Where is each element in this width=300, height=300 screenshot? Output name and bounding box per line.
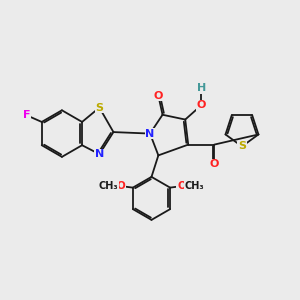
Text: S: S — [95, 103, 104, 112]
Text: CH₃: CH₃ — [99, 181, 118, 191]
Text: O: O — [154, 91, 163, 101]
Text: N: N — [95, 149, 104, 159]
Text: O: O — [177, 181, 186, 191]
Text: H: H — [197, 83, 206, 93]
Text: N: N — [146, 129, 154, 139]
Text: O: O — [117, 181, 125, 191]
Text: CH₃: CH₃ — [184, 181, 204, 191]
Text: O: O — [197, 100, 206, 110]
Text: O: O — [209, 159, 219, 169]
Text: F: F — [23, 110, 31, 120]
Text: S: S — [238, 141, 246, 152]
